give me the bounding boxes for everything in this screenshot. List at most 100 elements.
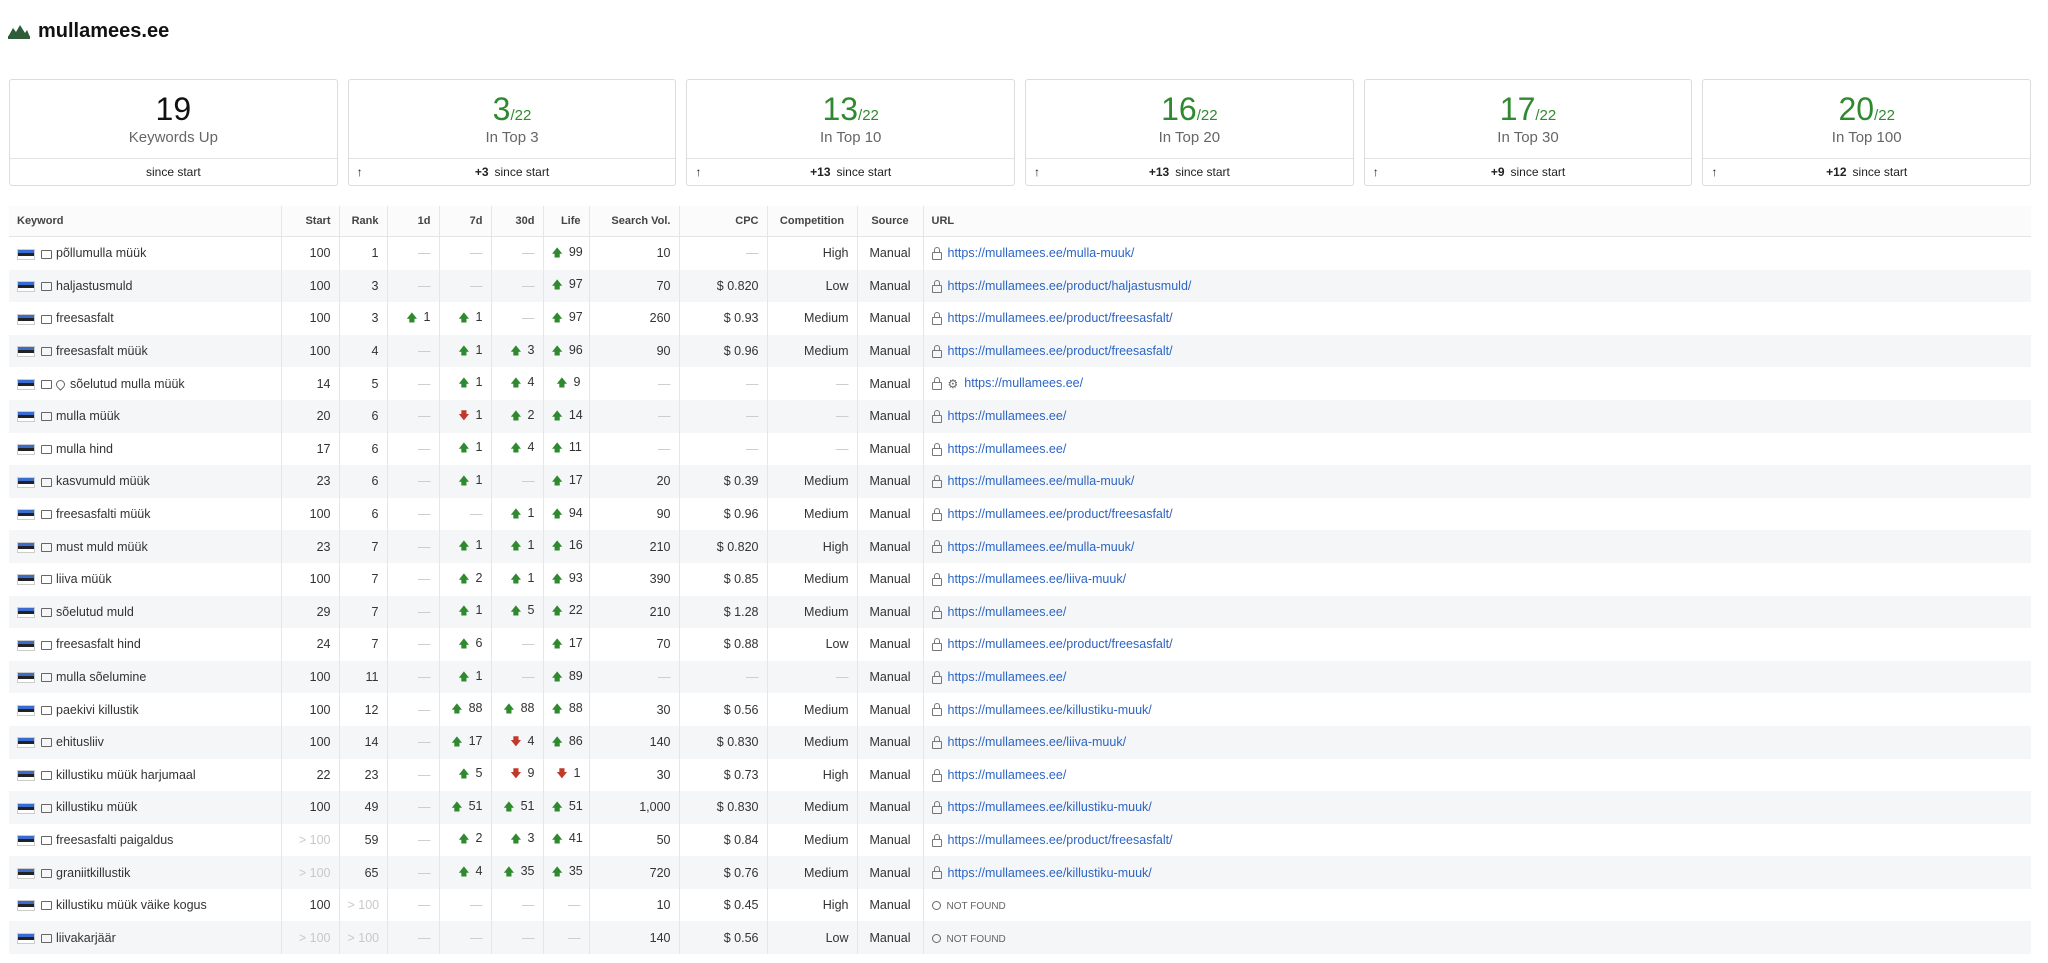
- column-header[interactable]: 7d: [439, 206, 492, 237]
- table-row[interactable]: põllumulla müük 100 1 — — — 🡅 99 10 — High Manual ht…: [9, 236, 2031, 270]
- keyword-text[interactable]: liivakarjäär: [56, 930, 116, 945]
- keyword-cell[interactable]: kasvumuld müük: [9, 465, 282, 498]
- keyword-cell[interactable]: liiva müük: [9, 562, 282, 596]
- keyword-text[interactable]: killustiku müük: [56, 800, 138, 815]
- keyword-cell[interactable]: liivakarjäär: [9, 921, 282, 955]
- keyword-cell[interactable]: freesasfalti müük: [9, 497, 282, 531]
- column-header[interactable]: Keyword: [9, 206, 282, 237]
- column-header[interactable]: Life: [543, 206, 590, 237]
- table-row[interactable]: killustiku müük harjumaal 22 23— 🡅 5 🡇 9 🡇 1 30 $ …: [9, 758, 2031, 792]
- url-link[interactable]: https://mullamees.ee/mulla-muuk/: [947, 474, 1135, 489]
- keyword-text[interactable]: mulla hind: [56, 441, 113, 456]
- keyword-cell[interactable]: haljastusmuld: [9, 269, 282, 303]
- keyword-cell[interactable]: mulla hind: [9, 432, 282, 466]
- keyword-text[interactable]: mulla müük: [56, 409, 120, 424]
- table-row[interactable]: paekivi killustik 100 12 — 🡅 88 🡅 88 🡅 88 30 $ 0.56…: [9, 693, 2031, 726]
- url-cell[interactable]: NOT FOUND: [923, 889, 2031, 922]
- keyword-text[interactable]: ehitusliiv: [56, 735, 104, 750]
- url-cell[interactable]: https://mullamees.ee/product/haljastusmu…: [923, 269, 2031, 303]
- url-link[interactable]: https://mullamees.ee/product/freesasfalt…: [947, 311, 1173, 326]
- keyword-text[interactable]: haljastusmuld: [56, 278, 133, 293]
- table-row[interactable]: freesasfalti paigaldus > 100 59— 🡅 2 🡅 3 🡅 41 50 $…: [9, 823, 2031, 857]
- keyword-text[interactable]: freesasfalt müük: [56, 344, 148, 359]
- keyword-text[interactable]: freesasfalti müük: [56, 507, 151, 522]
- column-header[interactable]: Source: [857, 206, 924, 237]
- column-header[interactable]: Search Vol.: [589, 206, 680, 237]
- url-cell[interactable]: https://mullamees.ee/product/freesasfalt…: [923, 498, 2031, 531]
- url-link[interactable]: https://mullamees.ee/product/haljastusmu…: [947, 278, 1192, 293]
- table-row[interactable]: ehitusliiv 100 14— 🡅 17 🡇 4 🡅 86 140 $ 0.830 Medium…: [9, 725, 2031, 759]
- keyword-text[interactable]: sõelutud mulla müük: [70, 376, 185, 391]
- keyword-cell[interactable]: mulla sõelumine: [9, 660, 282, 694]
- url-cell[interactable]: https://mullamees.ee/killustiku-muuk/: [923, 693, 2031, 726]
- url-link[interactable]: https://mullamees.ee/product/freesasfalt…: [947, 832, 1173, 847]
- url-link[interactable]: https://mullamees.ee/: [964, 376, 1084, 391]
- url-link[interactable]: https://mullamees.ee/: [947, 604, 1067, 619]
- keyword-cell[interactable]: killustiku müük harjumaal: [9, 758, 282, 792]
- keyword-cell[interactable]: sõelutud mulla müük: [9, 367, 282, 400]
- keyword-cell[interactable]: sõelutud muld: [9, 595, 282, 629]
- url-link[interactable]: https://mullamees.ee/mulla-muuk/: [947, 246, 1135, 261]
- table-row[interactable]: freesasfalt hind 24 7— 🡅 6— 🡅 17 70 $ 0.88 Low Man…: [9, 628, 2031, 661]
- url-cell[interactable]: https://mullamees.ee/liiva-muuk/: [923, 563, 2031, 596]
- keyword-cell[interactable]: killustiku müük: [9, 791, 282, 824]
- url-link[interactable]: https://mullamees.ee/product/freesasfalt…: [947, 507, 1173, 522]
- keyword-cell[interactable]: põllumulla müük: [9, 236, 282, 270]
- url-link[interactable]: https://mullamees.ee/liiva-muuk/: [947, 572, 1127, 587]
- url-cell[interactable]: ⚙ https://mullamees.ee/: [923, 367, 2031, 400]
- url-cell[interactable]: https://mullamees.ee/killustiku-muuk/: [923, 856, 2031, 889]
- url-link[interactable]: https://mullamees.ee/killustiku-muuk/: [947, 865, 1152, 880]
- url-cell[interactable]: https://mullamees.ee/: [923, 433, 2031, 466]
- url-link[interactable]: https://mullamees.ee/product/freesasfalt…: [947, 344, 1173, 359]
- table-row[interactable]: sõelutud mulla müük 14 5— 🡅 1 🡅 4 🡅 9— — — Manual ⚙ h…: [9, 367, 2031, 400]
- url-link[interactable]: https://mullamees.ee/: [947, 767, 1067, 782]
- table-row[interactable]: liiva müük 100 7— 🡅 2 🡅 1 🡅 93 390 $ 0.85 Medium Man…: [9, 562, 2031, 596]
- keyword-cell[interactable]: mulla müük: [9, 399, 282, 433]
- keyword-text[interactable]: killustiku müük väike kogus: [56, 898, 207, 913]
- column-header[interactable]: 1d: [387, 206, 440, 237]
- url-cell[interactable]: https://mullamees.ee/product/freesasfalt…: [923, 302, 2031, 335]
- url-cell[interactable]: https://mullamees.ee/: [923, 660, 2031, 694]
- table-row[interactable]: must muld müük 23 7— 🡅 1 🡅 1 🡅 16 210 $ 0.820 High M…: [9, 530, 2031, 563]
- url-link[interactable]: https://mullamees.ee/mulla-muuk/: [947, 539, 1135, 554]
- url-cell[interactable]: NOT FOUND: [923, 921, 2031, 955]
- url-cell[interactable]: https://mullamees.ee/mulla-muuk/: [923, 530, 2031, 563]
- url-link[interactable]: https://mullamees.ee/killustiku-muuk/: [947, 702, 1152, 717]
- keyword-cell[interactable]: paekivi killustik: [9, 693, 282, 726]
- table-row[interactable]: sõelutud muld 29 7— 🡅 1 🡅 5 🡅 22 210 $ 1.28 Medium M…: [9, 595, 2031, 629]
- table-row[interactable]: freesasfalt 100 3 🡅 1 🡅 1— 🡅 97 260 $ 0.93 Medium Ma…: [9, 302, 2031, 335]
- url-cell[interactable]: https://mullamees.ee/product/freesasfalt…: [923, 628, 2031, 661]
- keyword-text[interactable]: must muld müük: [56, 539, 148, 554]
- url-link[interactable]: https://mullamees.ee/: [947, 409, 1067, 424]
- column-header[interactable]: Competition: [767, 206, 858, 237]
- table-row[interactable]: mulla müük 20 6— 🡇 1 🡅 2 🡅 14— — — Manual https://mu…: [9, 399, 2031, 433]
- keyword-text[interactable]: paekivi killustik: [56, 702, 139, 717]
- table-row[interactable]: mulla hind 17 6— 🡅 1 🡅 4 🡅 11— — — Manual https://mu…: [9, 432, 2031, 466]
- url-cell[interactable]: https://mullamees.ee/liiva-muuk/: [923, 725, 2031, 759]
- url-cell[interactable]: https://mullamees.ee/mulla-muuk/: [923, 237, 2031, 270]
- url-link[interactable]: https://mullamees.ee/liiva-muuk/: [947, 735, 1127, 750]
- keyword-text[interactable]: liiva müük: [56, 572, 112, 587]
- table-row[interactable]: haljastusmuld 100 3 — — — 🡅 97 70 $ 0.820 Low Manua…: [9, 269, 2031, 303]
- url-cell[interactable]: https://mullamees.ee/mulla-muuk/: [923, 465, 2031, 498]
- url-link[interactable]: https://mullamees.ee/: [947, 670, 1067, 685]
- keyword-text[interactable]: kasvumuld müük: [56, 474, 150, 489]
- url-cell[interactable]: https://mullamees.ee/: [923, 399, 2031, 433]
- keyword-cell[interactable]: graniitkillustik: [9, 856, 282, 889]
- column-header[interactable]: Start: [281, 206, 340, 237]
- keyword-cell[interactable]: ehitusliiv: [9, 725, 282, 759]
- column-header[interactable]: URL: [923, 206, 2031, 237]
- keyword-text[interactable]: põllumulla müük: [56, 246, 147, 261]
- keyword-cell[interactable]: killustiku müük väike kogus: [9, 888, 282, 922]
- url-link[interactable]: https://mullamees.ee/product/freesasfalt…: [947, 637, 1173, 652]
- table-row[interactable]: graniitkillustik > 100 65— 🡅 4 🡅 35 🡅 35 720 $ 0.7…: [9, 856, 2031, 889]
- keyword-text[interactable]: killustiku müük harjumaal: [56, 767, 196, 782]
- keyword-text[interactable]: freesasfalt hind: [56, 637, 141, 652]
- table-row[interactable]: liivakarjäär > 100 > 100 — — — — 140 $ 0.56 Low Ma…: [9, 921, 2031, 955]
- keyword-cell[interactable]: freesasfalti paigaldus: [9, 823, 282, 857]
- keyword-text[interactable]: graniitkillustik: [56, 865, 131, 880]
- url-cell[interactable]: https://mullamees.ee/: [923, 595, 2031, 629]
- table-row[interactable]: freesasfalt müük 100 4— 🡅 1 🡅 3 🡅 96 90 $ 0.96 Medi…: [9, 334, 2031, 368]
- table-row[interactable]: killustiku müük väike kogus 100 > 100 — — — — 1…: [9, 888, 2031, 922]
- url-cell[interactable]: https://mullamees.ee/: [923, 759, 2031, 792]
